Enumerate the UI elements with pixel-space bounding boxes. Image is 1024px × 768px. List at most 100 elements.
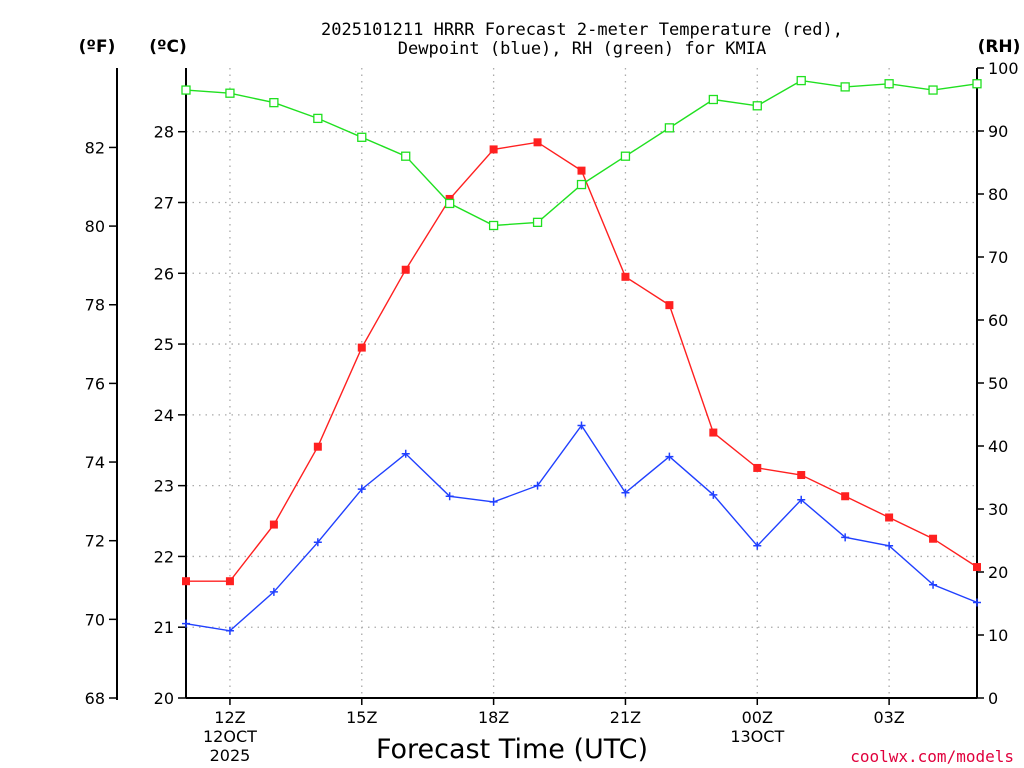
rh-point (181, 85, 191, 95)
rh-point (445, 198, 455, 209)
dewpoint-point (225, 626, 234, 635)
fahrenheit-tick-label: 72 (85, 532, 105, 551)
x-tick-date-label: 13OCT (730, 727, 784, 746)
credit-watermark: coolwx.com/models (850, 747, 1014, 766)
rh-tick-label: 90 (988, 122, 1008, 141)
temperature-point (225, 577, 234, 586)
rh-point (225, 88, 235, 98)
temperature-point (269, 520, 278, 529)
dewpoint-point (577, 421, 586, 430)
rh-point (269, 98, 279, 108)
dewpoint-series (182, 421, 981, 635)
rh-point (796, 75, 806, 86)
fahrenheit-tick-label: 70 (85, 610, 105, 629)
rh-point (488, 220, 499, 231)
x-tick-label: 18Z (478, 708, 509, 727)
fahrenheit-tick-label: 78 (85, 296, 105, 315)
fahrenheit-unit-label: (ºF) (79, 37, 116, 57)
x-axis-label: Forecast Time (UTC) (376, 734, 648, 765)
rh-tick-label: 100 (988, 59, 1019, 78)
x-tick-label: 15Z (346, 708, 377, 727)
temperature-point (489, 145, 498, 154)
rh-point (840, 82, 850, 92)
temperature-point (973, 563, 981, 572)
chart-title-line-1: 2025101211 HRRR Forecast 2-meter Tempera… (321, 20, 843, 40)
celsius-tick-label: 25 (154, 335, 174, 354)
dewpoint-point (621, 488, 630, 497)
dewpoint-point (182, 619, 190, 628)
temperature-point (357, 343, 366, 352)
data-series (181, 75, 982, 635)
temperature-point (401, 265, 410, 274)
celsius-tick-label: 23 (154, 477, 174, 496)
temperature-series (182, 138, 981, 586)
x-tick-label: 21Z (610, 708, 641, 727)
x-tick-label: 12Z (214, 708, 245, 727)
rh-point (928, 85, 938, 95)
fahrenheit-tick-label: 80 (85, 217, 105, 236)
dewpoint-point (841, 533, 850, 542)
fahrenheit-tick-label: 74 (85, 453, 105, 472)
dewpoint-point (357, 485, 366, 494)
rh-point (532, 217, 543, 228)
temperature-point (797, 471, 806, 480)
dewpoint-point (313, 538, 322, 547)
rh-point (664, 123, 675, 133)
rh-tick-label: 0 (988, 689, 998, 708)
dewpoint-point (401, 449, 410, 458)
temperature-point (929, 534, 938, 543)
x-tick-label: 00Z (742, 708, 773, 727)
rh-tick-label: 20 (988, 563, 1008, 582)
dewpoint-point (445, 492, 454, 501)
dewpoint-point (797, 495, 806, 504)
dewpoint-point (885, 541, 894, 550)
rh-tick-label: 30 (988, 500, 1008, 519)
rh-line (185, 79, 978, 227)
celsius-tick-label: 26 (154, 264, 174, 283)
temperature-point (577, 166, 586, 175)
rh-series (181, 75, 982, 231)
dewpoint-point (973, 598, 981, 607)
rh-tick-label: 40 (988, 437, 1008, 456)
grid-lines (186, 68, 977, 698)
temperature-point (665, 301, 674, 310)
rh-point (401, 151, 411, 161)
dewpoint-point (533, 481, 542, 490)
rh-point (357, 132, 367, 142)
fahrenheit-tick-label: 68 (85, 689, 105, 708)
dewpoint-point (269, 587, 278, 596)
rh-tick-label: 60 (988, 311, 1008, 330)
x-tick-label: 03Z (873, 708, 904, 727)
dewpoint-point (753, 541, 762, 550)
temperature-point (753, 463, 762, 472)
dewpoint-point (489, 497, 498, 506)
x-tick-date-label: 12OCT (203, 727, 257, 746)
celsius-tick-label: 22 (154, 547, 174, 566)
rh-point (708, 94, 718, 105)
rh-point (752, 101, 762, 111)
temperature-point (533, 138, 542, 147)
temperature-point (841, 492, 850, 501)
temperature-point (621, 272, 630, 281)
celsius-unit-label: (ºC) (149, 37, 187, 57)
rh-tick-label: 80 (988, 185, 1008, 204)
rh-tick-label: 10 (988, 626, 1008, 645)
dewpoint-point (929, 580, 938, 589)
axes: 20 21 22 23 24 25 26 27 28 68 70 72 74 76 78 80 82 0 10 20 3… (85, 59, 1019, 708)
rh-unit-label: (RH) (978, 37, 1021, 57)
rh-point (313, 113, 323, 124)
rh-point (884, 79, 894, 89)
chart-title-line-2: Dewpoint (blue), RH (green) for KMIA (398, 39, 766, 59)
rh-point (972, 79, 982, 89)
celsius-tick-label: 20 (154, 689, 174, 708)
temperature-point (182, 577, 190, 586)
rh-point (620, 151, 631, 161)
dewpoint-point (709, 490, 718, 499)
celsius-tick-label: 28 (154, 123, 174, 142)
x-tick-year-label: 2025 (210, 746, 251, 765)
temperature-line (186, 141, 978, 582)
celsius-tick-label: 27 (154, 193, 174, 212)
celsius-tick-label: 21 (154, 618, 174, 637)
